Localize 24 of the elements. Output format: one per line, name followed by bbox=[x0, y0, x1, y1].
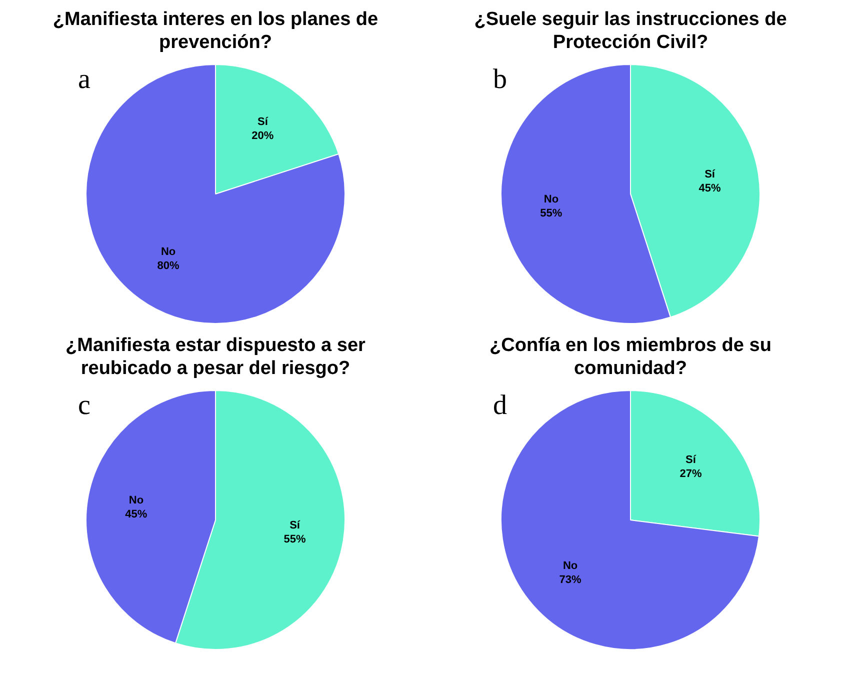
text: b bbox=[493, 64, 507, 96]
chart-title: ¿Manifiesta interes en los planes de prevención? bbox=[52, 8, 380, 55]
chart-title: ¿Suele seguir las instrucciones de Protección Civil? bbox=[473, 8, 788, 55]
text: a bbox=[78, 64, 90, 96]
slice-label: No bbox=[544, 194, 559, 206]
slice-label: Sí bbox=[257, 116, 269, 128]
slice-label: Sí bbox=[704, 168, 716, 180]
data-label: 55% bbox=[284, 534, 306, 546]
data-label: 80% bbox=[157, 260, 180, 272]
data-label: 45% bbox=[698, 182, 722, 194]
slice-label: Sí bbox=[686, 454, 697, 466]
data-label: 45% bbox=[125, 508, 148, 520]
data-label: 27% bbox=[680, 468, 702, 480]
slice-label: No bbox=[562, 560, 578, 572]
text: c bbox=[78, 390, 90, 422]
data-label: 55% bbox=[540, 208, 562, 220]
chart-title: ¿Confía en los miembros de su comunidad? bbox=[488, 334, 772, 381]
data-label: 73% bbox=[559, 574, 582, 586]
slice-label: No bbox=[128, 494, 144, 506]
slice-label: Sí bbox=[290, 520, 301, 532]
text: d bbox=[493, 390, 507, 422]
chart-title: ¿Manifiesta estar dispuesto a ser reubicado a pesar del riesgo? bbox=[64, 334, 366, 381]
data-label: 20% bbox=[252, 130, 274, 142]
slice-label: No bbox=[160, 246, 176, 258]
